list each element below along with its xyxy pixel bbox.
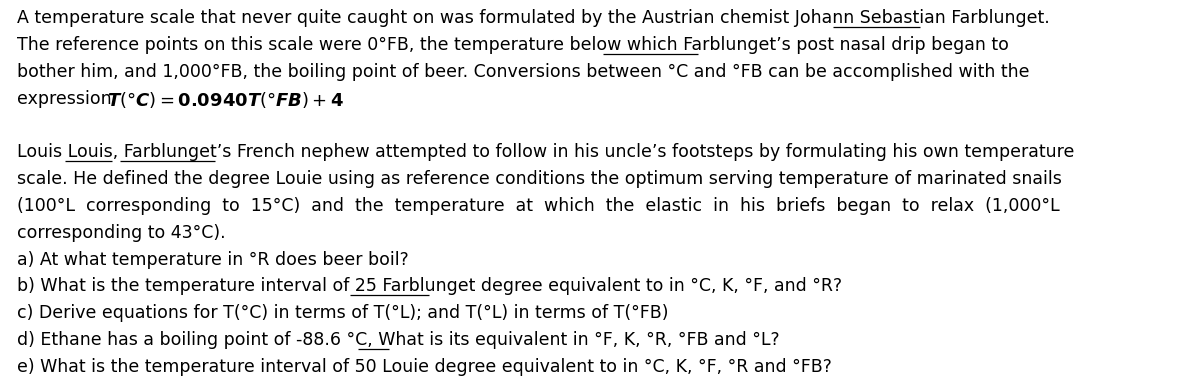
Text: (100°L  corresponding  to  15°C)  and  the  temperature  at  which  the  elastic: (100°L corresponding to 15°C) and the te… xyxy=(17,197,1060,215)
Text: Louis Louis, Farblunget’s French nephew attempted to follow in his uncle’s foots: Louis Louis, Farblunget’s French nephew … xyxy=(17,143,1074,161)
Text: scale. He defined the degree Louie using as reference conditions the optimum ser: scale. He defined the degree Louie using… xyxy=(17,170,1062,188)
Text: e) What is the temperature interval of 50 Louie degree equivalent to in °C, K, °: e) What is the temperature interval of 5… xyxy=(17,358,832,376)
Text: A temperature scale that never quite caught on was formulated by the Austrian ch: A temperature scale that never quite cau… xyxy=(17,9,1050,27)
Text: c) Derive equations for T(°C) in terms of T(°L); and T(°L) in terms of T(°FB): c) Derive equations for T(°C) in terms o… xyxy=(17,304,669,322)
Text: d) Ethane has a boiling point of -88.6 °C, What is its equivalent in °F, K, °R, : d) Ethane has a boiling point of -88.6 °… xyxy=(17,331,780,349)
Text: $\mathbfit{T}(°\mathbfit{C}) = \mathbf{0.0940}\mathbfit{T}(°\mathbfit{FB}) + \ma: $\mathbfit{T}(°\mathbfit{C}) = \mathbf{0… xyxy=(108,90,344,110)
Text: a) At what temperature in °R does beer boil?: a) At what temperature in °R does beer b… xyxy=(17,251,409,269)
Text: bother him, and 1,000°FB, the boiling point of beer. Conversions between °C and : bother him, and 1,000°FB, the boiling po… xyxy=(17,63,1030,81)
Text: corresponding to 43°C).: corresponding to 43°C). xyxy=(17,224,226,242)
Text: The reference points on this scale were 0°FB, the temperature below which Farblu: The reference points on this scale were … xyxy=(17,36,1009,54)
Text: expression: expression xyxy=(17,90,123,108)
Text: b) What is the temperature interval of 25 Farblunget degree equivalent to in °C,: b) What is the temperature interval of 2… xyxy=(17,277,842,295)
